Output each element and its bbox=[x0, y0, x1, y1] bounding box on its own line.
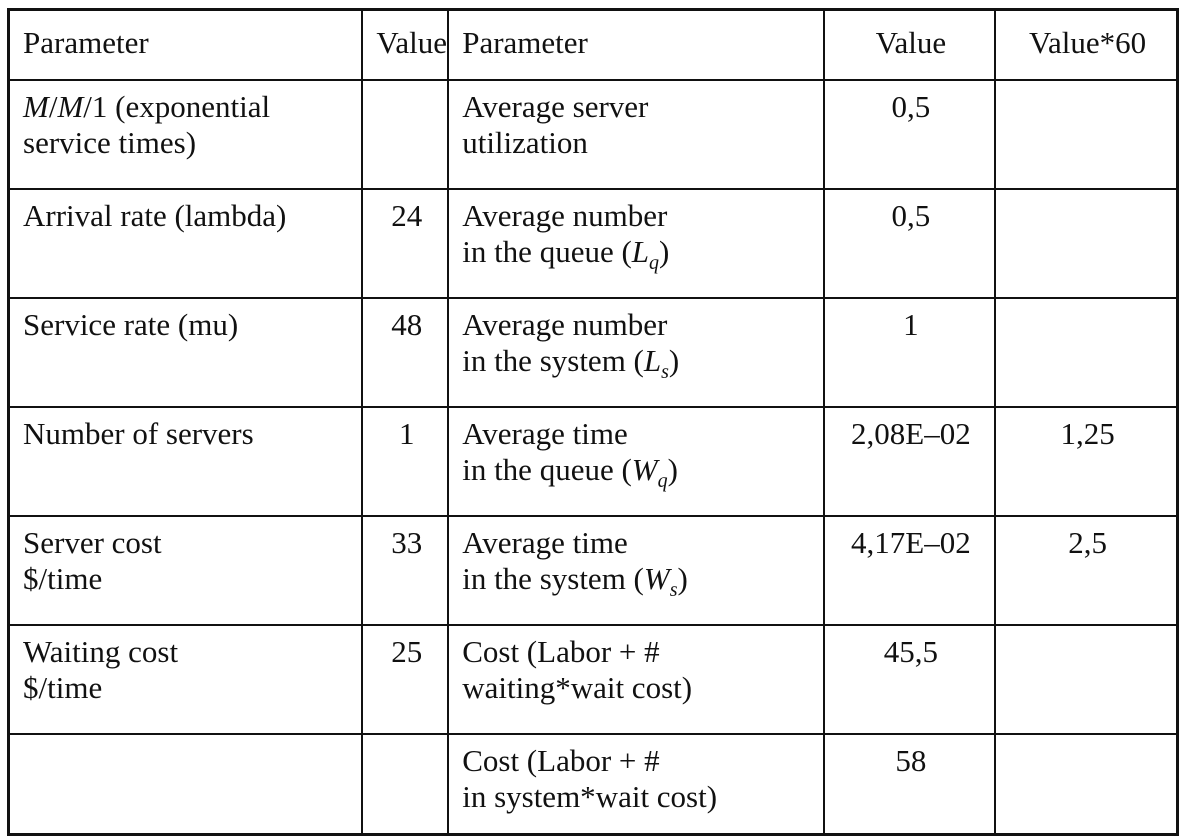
table-row: Server cost $/time 33 Average time in th… bbox=[7, 515, 1179, 626]
output-value-cell: 4,17E–02 bbox=[822, 515, 997, 626]
output-value-cell: 45,5 bbox=[822, 624, 997, 735]
output-parameter-line2: in the queue ( bbox=[462, 234, 632, 269]
input-parameter-cell: Service rate (mu) bbox=[7, 297, 364, 408]
output-parameter-cell: Average server utilization bbox=[447, 79, 825, 190]
input-value-cell: 1 bbox=[361, 406, 450, 517]
output-parameter-cell: Average number in the system (Ls) bbox=[447, 297, 825, 408]
input-value-cell bbox=[361, 733, 450, 836]
output-value-cell: 58 bbox=[822, 733, 997, 836]
output-value-cell: 1 bbox=[822, 297, 997, 408]
input-parameter-cell: Number of servers bbox=[7, 406, 364, 517]
output-value-cell: 0,5 bbox=[822, 188, 997, 299]
input-value-cell bbox=[361, 79, 450, 190]
header-row: Parameter Value Parameter Value Value*60 bbox=[7, 8, 1179, 81]
input-value-cell: 24 bbox=[361, 188, 450, 299]
header-value: Value bbox=[822, 8, 997, 81]
value-times-60-cell bbox=[994, 79, 1179, 190]
output-parameter-cell: Cost (Labor + # in system*wait cost) bbox=[447, 733, 825, 836]
subscript: s bbox=[661, 361, 669, 383]
table-row: Waiting cost $/time 25 Cost (Labor + # w… bbox=[7, 624, 1179, 735]
value-times-60-cell bbox=[994, 624, 1179, 735]
value-times-60-cell: 2,5 bbox=[994, 515, 1179, 626]
header-parameter: Parameter bbox=[447, 8, 825, 81]
output-value-cell: 0,5 bbox=[822, 79, 997, 190]
output-parameter-line2: waiting*wait cost) bbox=[462, 670, 693, 705]
output-parameter-line2-wrap: in the system (Ls) bbox=[462, 343, 680, 383]
input-parameter-cell: Server cost $/time bbox=[7, 515, 364, 626]
model-notation: M bbox=[23, 89, 49, 124]
output-value-cell: 2,08E–02 bbox=[822, 406, 997, 517]
table-row: M/M/1 (exponential service times) Averag… bbox=[7, 79, 1179, 190]
model-label: M/M/1 (exponential bbox=[23, 89, 271, 124]
table-row: Cost (Labor + # in system*wait cost) 58 bbox=[7, 733, 1179, 836]
output-parameter-line1: Average server bbox=[462, 89, 649, 124]
table-row: Arrival rate (lambda) 24 Average number … bbox=[7, 188, 1179, 299]
output-parameter-line1: Cost (Labor + # bbox=[462, 743, 660, 778]
output-parameter-line2: utilization bbox=[462, 125, 588, 160]
symbol: W bbox=[631, 452, 658, 487]
output-parameter-cell: Cost (Labor + # waiting*wait cost) bbox=[447, 624, 825, 735]
input-parameter-line2: service times) bbox=[23, 125, 197, 160]
input-parameter-line1: Arrival rate (lambda) bbox=[23, 198, 287, 233]
symbol: L bbox=[631, 234, 650, 269]
output-parameter-cell: Average time in the queue (Wq) bbox=[447, 406, 825, 517]
input-value-cell: 48 bbox=[361, 297, 450, 408]
output-parameter-line2: in the queue ( bbox=[462, 452, 632, 487]
subscript: q bbox=[657, 470, 668, 492]
output-parameter-line2-wrap: in the queue (Wq) bbox=[462, 452, 678, 492]
subscript: s bbox=[669, 579, 678, 601]
output-parameter-line2: in the system ( bbox=[462, 343, 644, 378]
output-parameter-line1: Average time bbox=[462, 416, 628, 451]
value-times-60-cell: 1,25 bbox=[994, 406, 1179, 517]
value-times-60-cell bbox=[994, 188, 1179, 299]
output-parameter-line1: Average time bbox=[462, 525, 628, 560]
input-parameter-cell: Arrival rate (lambda) bbox=[7, 188, 364, 299]
output-parameter-line2-wrap: in the system (Ws) bbox=[462, 561, 688, 601]
model-notation: M bbox=[57, 89, 84, 124]
output-parameter-line1: Average number bbox=[462, 198, 668, 233]
value-times-60-cell bbox=[994, 297, 1179, 408]
input-parameter-cell bbox=[7, 733, 364, 836]
subscript: q bbox=[649, 252, 660, 274]
output-parameter-line2-wrap: in the queue (Lq) bbox=[462, 234, 670, 274]
input-parameter-cell: M/M/1 (exponential service times) bbox=[7, 79, 364, 190]
header-parameter: Parameter bbox=[7, 8, 364, 81]
value-times-60-cell bbox=[994, 733, 1179, 836]
input-parameter-line2: $/time bbox=[23, 670, 103, 705]
input-parameter-line1: Service rate (mu) bbox=[23, 307, 239, 342]
table-row: Service rate (mu) 48 Average number in t… bbox=[7, 297, 1179, 408]
input-parameter-line1: Server cost bbox=[23, 525, 162, 560]
input-value-cell: 25 bbox=[361, 624, 450, 735]
header-value-times-60: Value*60 bbox=[994, 8, 1179, 81]
output-parameter-cell: Average number in the queue (Lq) bbox=[447, 188, 825, 299]
output-parameter-line2: in the system ( bbox=[462, 561, 644, 596]
input-parameter-line1: Number of servers bbox=[23, 416, 254, 451]
output-parameter-line2: in system*wait cost) bbox=[462, 779, 718, 814]
table-row: Number of servers 1 Average time in the … bbox=[7, 406, 1179, 517]
symbol: L bbox=[643, 343, 662, 378]
output-parameter-cell: Average time in the system (Ws) bbox=[447, 515, 825, 626]
queue-parameters-table: Parameter Value Parameter Value Value*60… bbox=[7, 8, 1179, 836]
input-value-cell: 33 bbox=[361, 515, 450, 626]
output-parameter-line1: Cost (Labor + # bbox=[462, 634, 660, 669]
input-parameter-line1: Waiting cost bbox=[23, 634, 179, 669]
header-value: Value bbox=[361, 8, 450, 81]
input-parameter-cell: Waiting cost $/time bbox=[7, 624, 364, 735]
symbol: W bbox=[643, 561, 670, 596]
output-parameter-line1: Average number bbox=[462, 307, 668, 342]
input-parameter-line2: $/time bbox=[23, 561, 103, 596]
